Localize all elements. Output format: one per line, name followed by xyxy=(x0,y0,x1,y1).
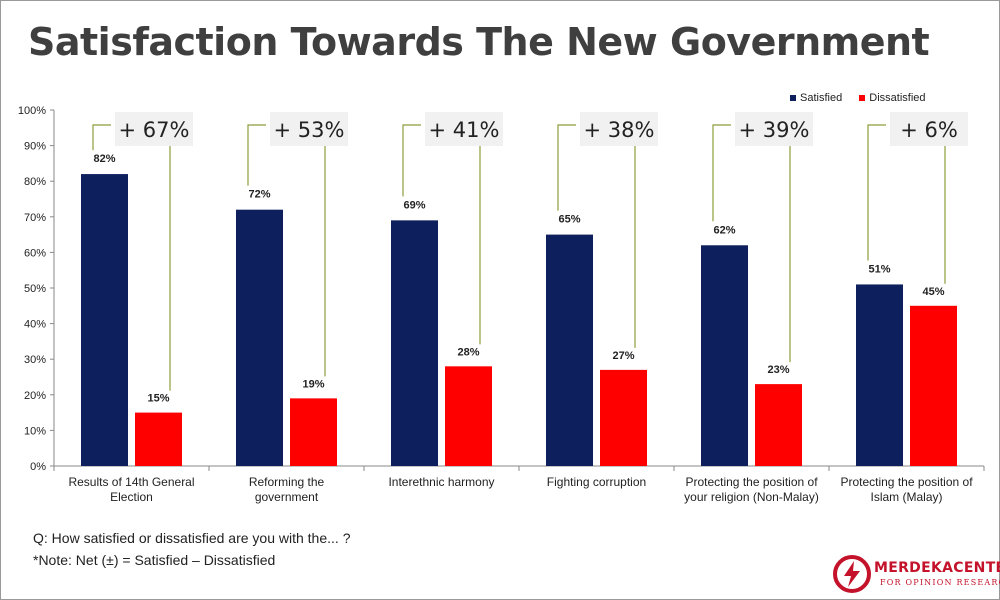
bar-dissatisfied xyxy=(755,384,802,466)
y-tick-label: 80% xyxy=(24,176,46,188)
y-tick-label: 20% xyxy=(24,390,46,402)
y-tick-label: 60% xyxy=(24,247,46,259)
net-label: + 41% xyxy=(429,118,500,142)
data-label-satisfied: 69% xyxy=(403,199,425,211)
category-label: Fighting corruption xyxy=(547,475,646,489)
net-label-box xyxy=(425,112,503,146)
data-label-satisfied: 82% xyxy=(93,153,115,165)
net-label-box xyxy=(735,112,813,146)
y-tick-label: 10% xyxy=(24,425,46,437)
chart-legend: Satisfied Dissatisfied xyxy=(790,92,940,104)
footnote-note: *Note: Net (±) = Satisfied – Dissatisfie… xyxy=(33,552,276,568)
legend-label-satisfied: Satisfied xyxy=(800,92,843,105)
category-label: government xyxy=(255,490,319,504)
net-label-box xyxy=(890,112,968,146)
category-label: Interethnic harmony xyxy=(388,475,494,489)
data-label-dissatisfied: 19% xyxy=(302,378,324,390)
footnote-question: Q: How satisfied or dissatisfied are you… xyxy=(33,530,351,546)
category-label: your religion (Non-Malay) xyxy=(684,490,819,504)
bar-chart: 0% 10% 20% 30% 40% 50% 60% 70% 80% 90% 100% 82% 15% +… xyxy=(18,105,985,504)
net-bracket-left xyxy=(867,124,886,261)
bar-satisfied xyxy=(856,284,903,466)
y-tick-label: 50% xyxy=(24,283,46,295)
category-label: Islam (Malay) xyxy=(870,490,942,504)
data-label-dissatisfied: 15% xyxy=(147,393,169,405)
net-bracket-left xyxy=(557,124,576,211)
category-label: Reforming the xyxy=(249,475,325,489)
data-label-satisfied: 65% xyxy=(558,214,580,226)
net-bracket-left xyxy=(712,124,731,222)
net-bracket-left xyxy=(402,124,421,197)
merdeka-center-logo: MERDEKACENTER FOR OPINION RESEARCH xyxy=(832,552,1000,596)
logo-emblem-icon xyxy=(833,555,871,593)
logo-name: MERDEKACENTER xyxy=(874,560,1000,576)
net-label: + 38% xyxy=(584,118,655,142)
category-label: Protecting the position of xyxy=(685,475,818,489)
y-tick-label: 30% xyxy=(24,354,46,366)
bar-dissatisfied xyxy=(290,398,337,466)
net-label-box xyxy=(580,112,658,146)
bar-satisfied xyxy=(391,220,438,466)
data-label-satisfied: 62% xyxy=(713,224,735,236)
y-tick-label: 90% xyxy=(24,141,46,153)
category-label: Results of 14th General xyxy=(68,475,194,489)
legend-label-dissatisfied: Dissatisfied xyxy=(869,92,926,105)
net-label: + 39% xyxy=(739,118,810,142)
bar-dissatisfied xyxy=(135,412,182,466)
data-label-dissatisfied: 27% xyxy=(612,350,634,362)
bar-satisfied xyxy=(701,245,748,466)
net-label-box xyxy=(115,112,193,146)
y-tick-label: 70% xyxy=(24,212,46,224)
y-tick-label: 0% xyxy=(30,461,46,473)
legend-swatch-satisfied xyxy=(790,95,796,102)
data-label-dissatisfied: 23% xyxy=(767,364,789,376)
data-label-dissatisfied: 45% xyxy=(922,286,944,298)
net-bracket-left xyxy=(247,124,266,186)
page-title: Satisfaction Towards The New Government xyxy=(28,20,930,64)
data-label-satisfied: 72% xyxy=(248,189,270,201)
logo-subtitle: FOR OPINION RESEARCH xyxy=(880,578,1000,587)
bar-dissatisfied xyxy=(445,366,492,466)
bar-satisfied xyxy=(236,209,283,466)
y-tick-label: 40% xyxy=(24,319,46,331)
net-bracket-left xyxy=(92,124,111,151)
category-label: Protecting the position of xyxy=(840,475,973,489)
net-label: + 53% xyxy=(274,118,345,142)
y-tick-label: 100% xyxy=(18,105,46,117)
bar-satisfied xyxy=(81,174,128,466)
bar-satisfied xyxy=(546,234,593,466)
bar-dissatisfied xyxy=(600,369,647,466)
net-label: + 6% xyxy=(900,118,958,142)
bar-dissatisfied xyxy=(910,305,957,466)
net-label: + 67% xyxy=(119,118,190,142)
data-label-dissatisfied: 28% xyxy=(457,346,479,358)
net-label-box xyxy=(270,112,348,146)
category-label: Election xyxy=(110,490,153,504)
data-label-satisfied: 51% xyxy=(868,263,890,275)
legend-swatch-dissatisfied xyxy=(859,95,866,102)
